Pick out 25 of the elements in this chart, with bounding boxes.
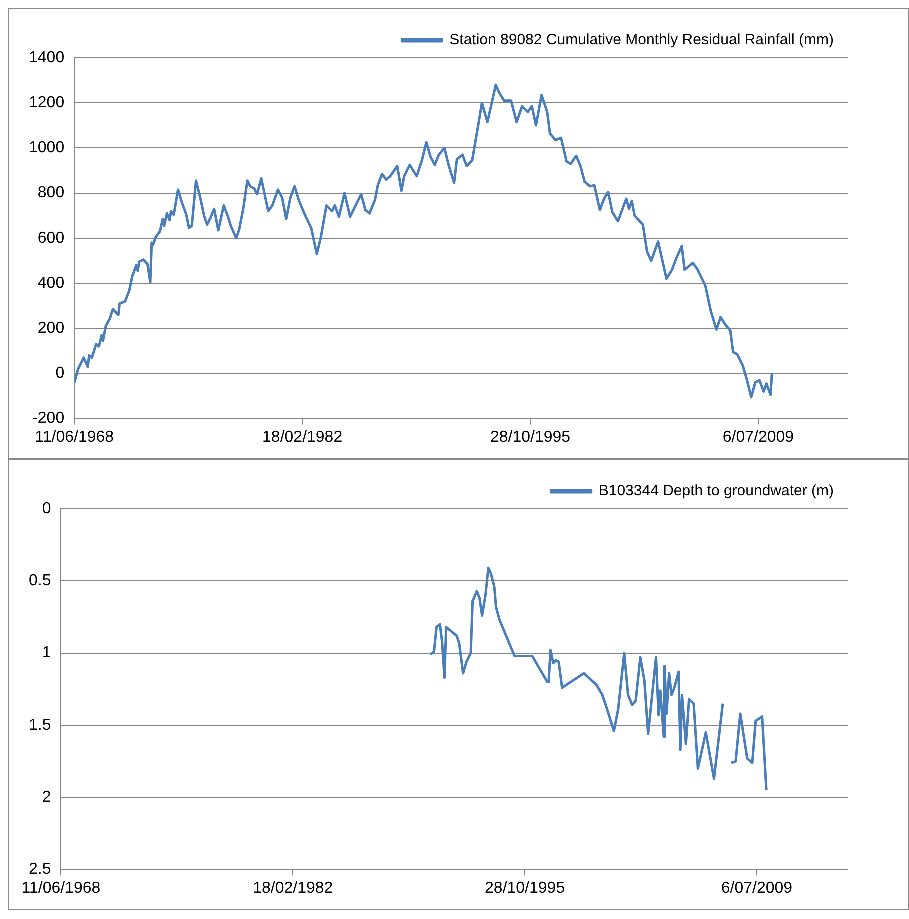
x-tick-label: 18/02/1982: [253, 880, 334, 897]
y-tick-label: 0: [56, 365, 65, 382]
x-tick-label: 11/06/1968: [35, 428, 114, 446]
y-tick-label: 0: [42, 500, 52, 518]
y-tick-label: 400: [38, 274, 65, 292]
x-tick-label: 11/06/1968: [22, 880, 101, 897]
x-tick-label: 6/07/2009: [721, 880, 793, 897]
y-tick-label: 0.5: [28, 572, 52, 590]
y-tick-label: 1200: [29, 94, 65, 112]
x-tick-label: 28/10/1995: [490, 428, 571, 446]
y-tick-label: -200: [32, 410, 65, 428]
y-tick-label: 600: [38, 230, 65, 247]
x-tick-label: 6/07/2009: [722, 428, 794, 446]
y-tick-label: 800: [38, 184, 65, 202]
legend-label: B103344 Depth to groundwater (m): [598, 482, 834, 500]
y-tick-label: 2: [42, 789, 52, 806]
legend-label: Station 89082 Cumulative Monthly Residual Rainfall (mm): [450, 32, 834, 49]
x-tick-label: 28/10/1995: [485, 880, 566, 897]
y-tick-label: 1: [42, 644, 52, 662]
y-tick-label: 1400: [29, 49, 65, 66]
y-tick-label: 1000: [29, 140, 65, 157]
y-tick-label: 2.5: [28, 861, 52, 878]
y-tick-label: 1.5: [28, 716, 52, 734]
x-tick-label: 18/02/1982: [262, 428, 343, 446]
y-tick-label: 200: [38, 320, 65, 338]
